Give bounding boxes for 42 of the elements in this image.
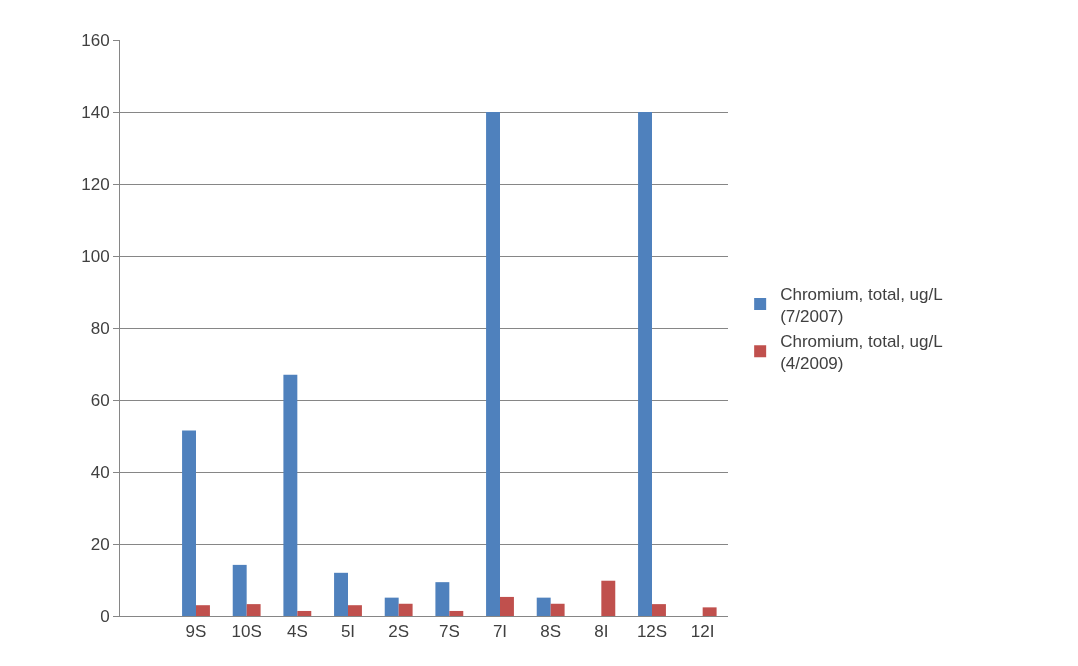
bar bbox=[246, 604, 261, 616]
y-tick-label: 120 bbox=[81, 174, 110, 194]
bar bbox=[486, 112, 500, 616]
legend-label: Chromium, total, ug/L (7/2007) bbox=[780, 284, 943, 326]
bar bbox=[435, 582, 450, 616]
y-tick-label: 60 bbox=[90, 390, 110, 410]
x-tick-label: 5I bbox=[340, 622, 356, 642]
bar bbox=[283, 374, 298, 616]
bar bbox=[601, 580, 616, 616]
bar bbox=[536, 597, 551, 616]
legend-label: Chromium, total, ug/L (4/2009) bbox=[780, 331, 943, 373]
x-tick-label: 7S bbox=[438, 622, 460, 642]
x-tick-label: 7I bbox=[492, 622, 508, 642]
bar bbox=[500, 596, 514, 616]
bar bbox=[196, 605, 210, 616]
y-tick-label: 0 bbox=[100, 606, 110, 626]
bar bbox=[550, 603, 565, 616]
y-tick-label: 20 bbox=[90, 534, 110, 554]
bar bbox=[384, 597, 399, 616]
bar bbox=[334, 572, 348, 616]
x-tick-label: 4S bbox=[286, 622, 308, 642]
bar bbox=[638, 112, 652, 616]
y-tick-label: 100 bbox=[81, 246, 110, 266]
x-tick-label: 10S bbox=[231, 622, 262, 642]
bar bbox=[297, 610, 312, 616]
x-tick-label: 8S bbox=[540, 622, 562, 642]
x-tick-label: 12S bbox=[636, 622, 668, 642]
x-tick-label: 8I bbox=[594, 622, 609, 642]
bar bbox=[398, 603, 413, 616]
bar bbox=[652, 604, 666, 616]
x-tick-label: 12I bbox=[690, 622, 715, 642]
bar bbox=[348, 605, 362, 616]
x-tick-label: 9S bbox=[185, 622, 207, 642]
bar bbox=[182, 430, 196, 616]
y-tick-label: 140 bbox=[81, 102, 110, 122]
y-tick-label: 160 bbox=[81, 30, 110, 50]
y-tick-label: 80 bbox=[90, 318, 110, 338]
y-tick-label: 40 bbox=[90, 462, 110, 482]
bar bbox=[232, 564, 247, 616]
x-tick-label: 2S bbox=[388, 622, 410, 642]
bar bbox=[449, 610, 464, 616]
bar bbox=[702, 607, 717, 616]
